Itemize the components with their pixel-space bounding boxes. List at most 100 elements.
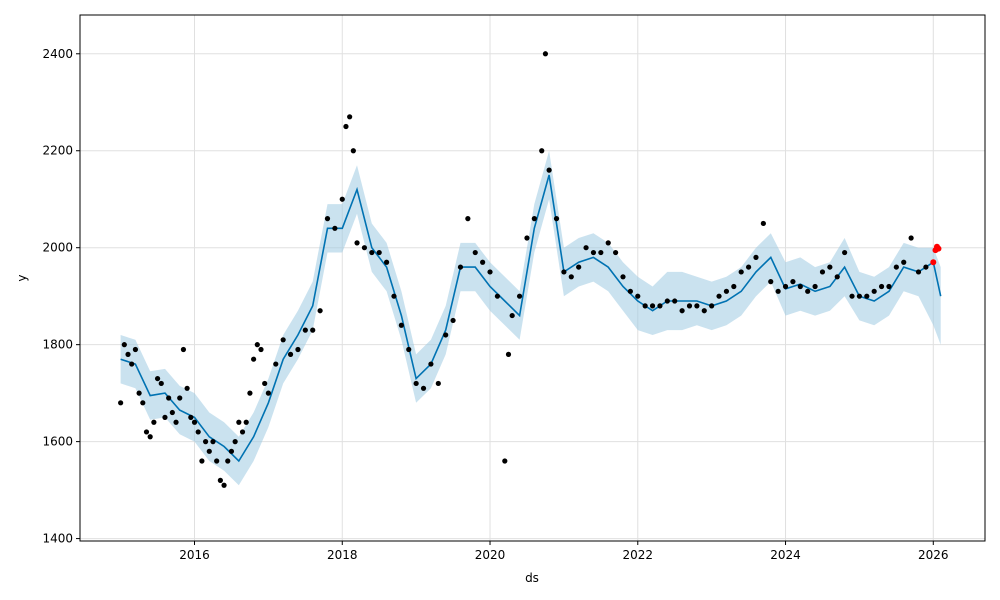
observed-point <box>819 269 826 275</box>
observed-point <box>262 380 268 387</box>
observed-point <box>210 439 216 445</box>
observed-point <box>310 327 316 333</box>
observed-point <box>154 375 161 382</box>
observed-point <box>129 361 135 367</box>
y-tick-label: 1400 <box>42 532 73 546</box>
observed-point <box>140 400 146 406</box>
observed-point <box>731 283 737 290</box>
observed-point <box>443 332 449 338</box>
observed-point <box>166 395 172 401</box>
x-tick-label: 2024 <box>770 548 801 562</box>
observed-point <box>324 216 331 222</box>
observed-point <box>487 269 493 275</box>
observed-point <box>339 196 345 202</box>
observed-point <box>923 264 929 270</box>
observed-point <box>369 249 375 256</box>
observed-point <box>753 254 759 260</box>
observed-point <box>664 298 670 304</box>
observed-point <box>383 259 390 265</box>
observed-point <box>893 264 899 270</box>
observed-point <box>162 414 168 420</box>
x-tick-label: 2026 <box>918 548 949 562</box>
observed-point <box>180 346 187 353</box>
observed-point <box>812 283 818 290</box>
observed-point <box>214 458 220 464</box>
recent-point <box>935 245 942 252</box>
observed-point <box>243 419 249 425</box>
observed-point <box>287 351 294 357</box>
observed-point <box>701 308 707 314</box>
observed-point <box>376 249 382 256</box>
observed-point <box>295 346 301 353</box>
observed-point <box>760 220 766 227</box>
observed-point <box>406 346 412 353</box>
observed-point <box>225 458 231 464</box>
observed-point <box>188 414 194 420</box>
x-tick-label: 2022 <box>623 548 654 562</box>
observed-point <box>173 419 179 425</box>
observed-point <box>420 385 427 391</box>
observed-point <box>480 259 486 265</box>
observed-point <box>915 269 922 275</box>
y-tick-label: 2400 <box>42 47 73 61</box>
y-tick-label: 1800 <box>42 338 73 352</box>
observed-point <box>686 303 693 309</box>
observed-point <box>121 342 127 348</box>
observed-point <box>775 288 781 294</box>
observed-point <box>613 249 619 256</box>
observed-point <box>505 351 512 357</box>
observed-point <box>251 356 257 362</box>
plot-frame <box>79 14 986 542</box>
observed-point <box>143 429 150 435</box>
observed-point <box>531 216 537 222</box>
observed-point <box>539 148 545 154</box>
recent-point <box>930 259 937 266</box>
x-axis-title: ds <box>525 571 539 585</box>
observed-point <box>199 458 205 464</box>
observed-point <box>864 293 870 299</box>
recent-points <box>930 243 942 266</box>
observed-point <box>834 274 840 280</box>
observed-point <box>317 308 323 314</box>
y-axis-title: y <box>15 274 29 281</box>
y-tick-label: 2200 <box>42 144 73 158</box>
observed-point <box>576 264 582 270</box>
observed-point <box>790 279 796 285</box>
observed-point <box>827 264 833 270</box>
x-axis-ticks: 2016 2018 2020 2022 2024 2026 <box>179 541 949 562</box>
observed-point <box>332 225 338 231</box>
observed-point <box>716 293 722 299</box>
observed-point <box>465 216 471 222</box>
observed-point <box>649 303 656 309</box>
observed-point <box>457 264 464 270</box>
observed-point <box>151 419 157 425</box>
observed-point <box>169 409 175 416</box>
observed-point <box>524 235 530 241</box>
observed-point <box>768 279 774 285</box>
observed-point <box>709 303 715 309</box>
observed-point <box>745 264 752 270</box>
observed-point <box>590 249 597 256</box>
observed-point <box>361 245 368 251</box>
observed-point <box>232 439 238 445</box>
x-tick-label: 2020 <box>475 548 506 562</box>
observed-point <box>871 288 877 294</box>
observed-point <box>782 283 789 290</box>
observed-point <box>280 337 286 343</box>
observed-points <box>118 51 929 488</box>
observed-point <box>202 439 209 445</box>
observed-point <box>472 249 478 256</box>
observed-point <box>509 312 515 319</box>
observed-point <box>118 400 124 406</box>
observed-point <box>273 361 279 367</box>
observed-point <box>561 269 567 275</box>
x-tick-label: 2018 <box>327 548 358 562</box>
observed-point <box>672 298 678 304</box>
observed-point <box>254 342 260 348</box>
observed-point <box>136 390 142 396</box>
observed-point <box>398 322 404 328</box>
observed-point <box>184 385 190 391</box>
observed-point <box>221 482 227 488</box>
observed-point <box>239 429 246 435</box>
